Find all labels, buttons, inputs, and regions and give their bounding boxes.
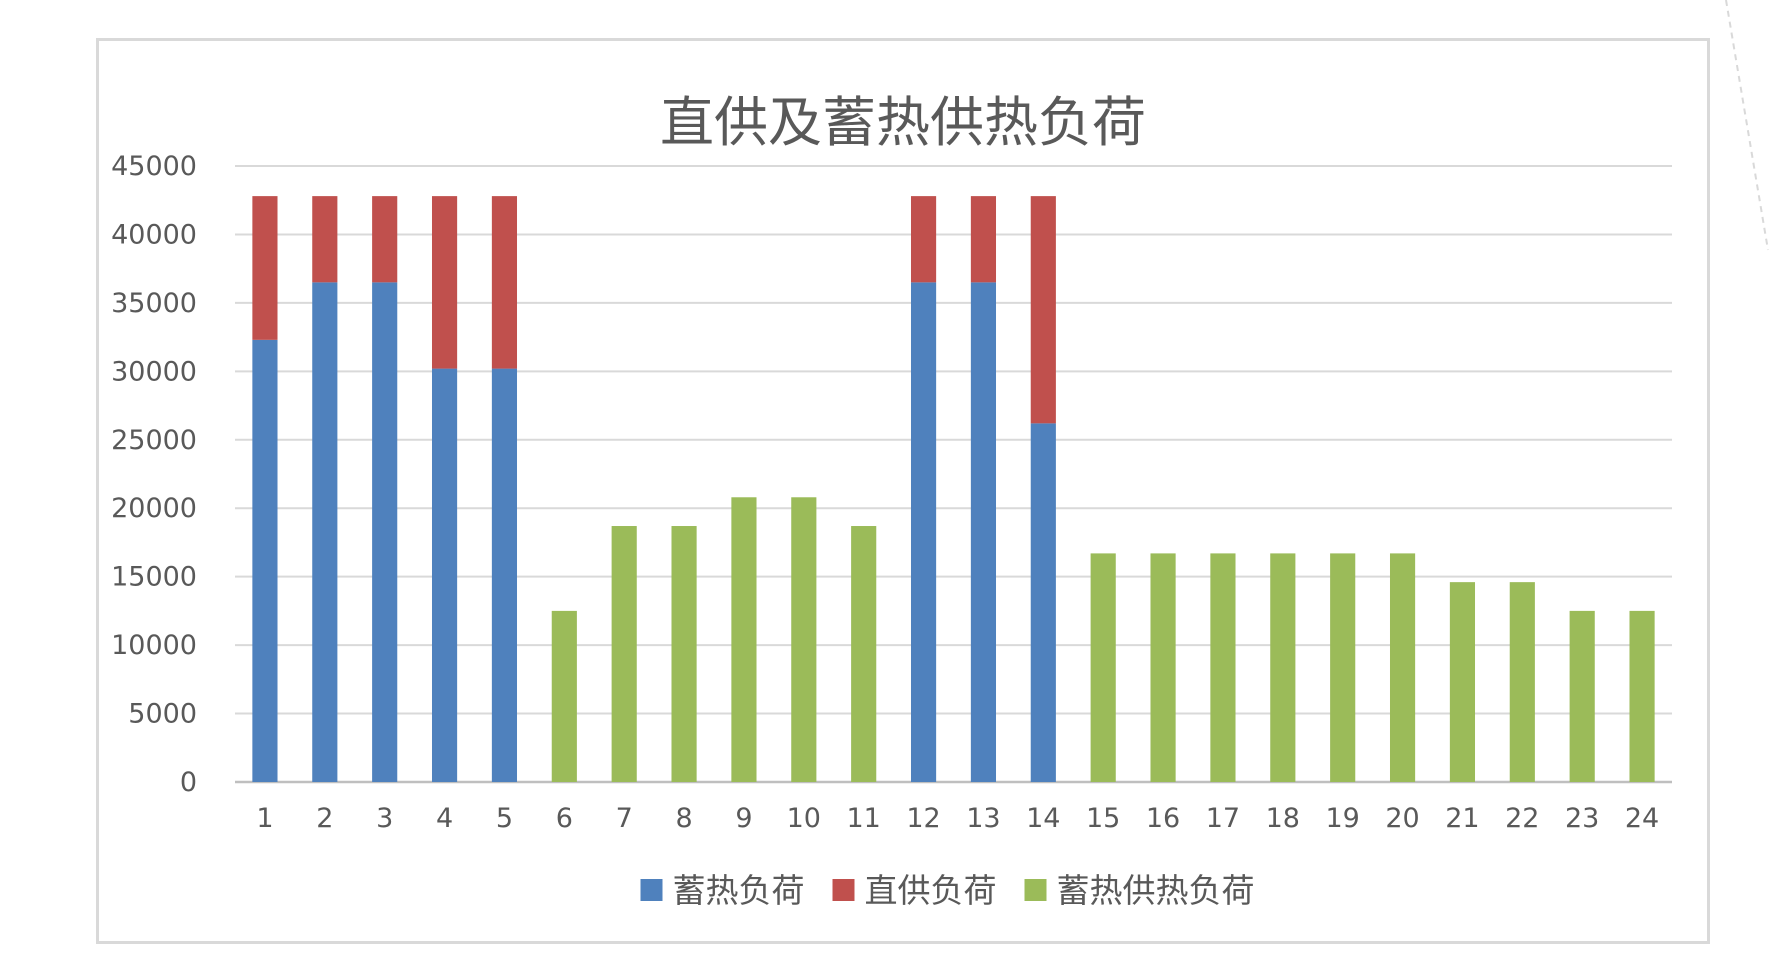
x-tick-label: 11 xyxy=(847,803,881,834)
bar-segment xyxy=(1330,553,1356,782)
x-tick-label: 5 xyxy=(496,803,513,834)
y-tick-label: 10000 xyxy=(111,630,197,661)
page-edge-decoration xyxy=(1725,0,1769,251)
x-tick-label: 6 xyxy=(556,803,573,834)
x-tick-label: 16 xyxy=(1146,803,1180,834)
chart-title: 直供及蓄热供热负荷 xyxy=(660,91,1146,154)
bar-segment xyxy=(1030,196,1056,424)
bar-segment xyxy=(252,339,278,782)
bar-segment xyxy=(491,368,518,782)
bar-segment xyxy=(312,196,338,283)
x-tick-label: 7 xyxy=(616,803,633,834)
bar-segment xyxy=(1629,610,1655,782)
bar-segment xyxy=(372,196,398,283)
x-tick-label: 22 xyxy=(1505,803,1539,834)
x-tick-label: 8 xyxy=(675,803,692,834)
legend-swatch xyxy=(640,879,663,901)
y-tick-label: 40000 xyxy=(111,219,197,250)
y-tick-label: 25000 xyxy=(111,425,197,456)
x-tick-label: 24 xyxy=(1625,803,1659,834)
x-tick-label: 13 xyxy=(966,803,1000,834)
legend-label: 直供负荷 xyxy=(865,871,997,910)
legend-label: 蓄热供热负荷 xyxy=(1057,871,1255,910)
bar-segment xyxy=(611,526,637,782)
bar-segment xyxy=(970,196,997,283)
x-tick-label: 12 xyxy=(906,803,940,834)
legend-swatch xyxy=(832,879,855,901)
x-tick-label: 3 xyxy=(376,803,393,834)
x-tick-label: 18 xyxy=(1266,803,1300,834)
x-tick-label: 10 xyxy=(787,803,821,834)
y-tick-label: 30000 xyxy=(111,356,197,387)
x-tick-label: 9 xyxy=(735,803,752,834)
bar-segment xyxy=(731,497,757,782)
x-tick-label: 19 xyxy=(1326,803,1360,834)
y-tick-label: 15000 xyxy=(111,562,197,593)
x-tick-label: 15 xyxy=(1086,803,1120,834)
x-tick-label: 1 xyxy=(256,803,273,834)
bar-segment xyxy=(910,282,937,782)
y-tick-label: 5000 xyxy=(128,699,197,730)
bar-segment xyxy=(1569,610,1595,782)
bar-segment xyxy=(1449,582,1476,782)
bar-segment xyxy=(1509,582,1535,782)
legend-swatch xyxy=(1024,879,1047,901)
bar-segment xyxy=(491,196,518,369)
bar-segment xyxy=(851,526,877,782)
x-tick-label: 4 xyxy=(436,803,453,834)
bar-segment xyxy=(970,282,997,782)
x-tick-label: 2 xyxy=(316,803,333,834)
y-tick-label: 45000 xyxy=(111,151,197,182)
y-tick-label: 0 xyxy=(180,767,197,798)
bar-segment xyxy=(791,497,817,782)
chart-frame: 直供及蓄热供热负荷 xyxy=(96,38,1710,944)
x-tick-label: 20 xyxy=(1385,803,1419,834)
bar-segment xyxy=(1389,553,1416,782)
x-tick-label: 21 xyxy=(1445,803,1479,834)
bar-segment xyxy=(252,196,278,340)
bar-segment xyxy=(372,282,398,782)
bar-segment xyxy=(1270,553,1296,782)
bar-segment xyxy=(671,526,697,782)
y-tick-label: 20000 xyxy=(111,493,197,524)
bar-segment xyxy=(1210,553,1236,782)
bar-segment xyxy=(1090,553,1116,782)
x-tick-label: 23 xyxy=(1565,803,1599,834)
x-tick-label: 17 xyxy=(1206,803,1240,834)
bar-segment xyxy=(1150,553,1176,782)
legend-label: 蓄热负荷 xyxy=(673,871,805,910)
x-tick-label: 14 xyxy=(1026,803,1060,834)
bar-segment xyxy=(551,610,577,782)
bar-segment xyxy=(431,196,458,369)
bar-segment xyxy=(910,196,937,283)
bar-segment xyxy=(312,282,338,782)
y-tick-label: 35000 xyxy=(111,288,197,319)
bar-segment xyxy=(1030,423,1056,782)
bar-segment xyxy=(431,368,458,782)
